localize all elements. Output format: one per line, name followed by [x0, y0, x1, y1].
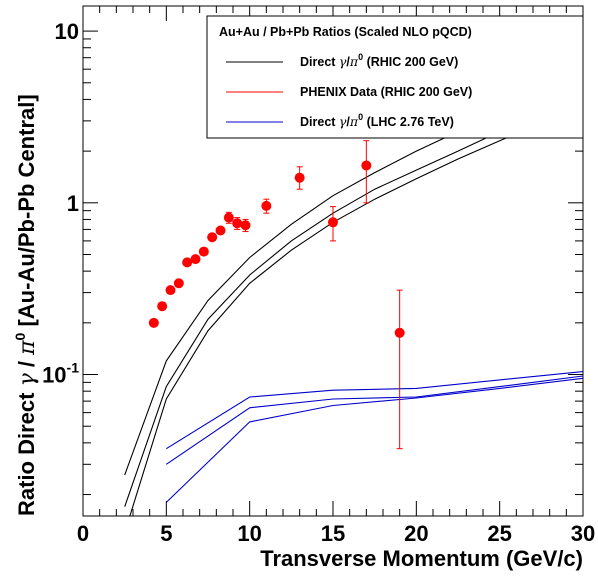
data-point [148, 317, 159, 328]
x-tick-label: 25 [487, 521, 511, 546]
data-point [240, 220, 251, 231]
y-tick-label: 10 [55, 19, 79, 44]
legend-label-phenix: PHENIX Data (RHIC 200 GeV) [300, 85, 472, 99]
legend: Au+Au / Pb+Pb Ratios (Scaled NLO pQCD) D… [206, 15, 584, 139]
series-line-4 [166, 371, 583, 450]
x-tick-label: 0 [77, 521, 89, 546]
legend-label-rhic: Direct γ/π0 (RHIC 200 GeV) [300, 52, 458, 69]
axis-ticks: 0 5 10 15 20 25 30 10-1 1 10 [42, 6, 595, 546]
data-point [198, 246, 209, 257]
y-tick-label: 1 [67, 191, 79, 216]
legend-box [206, 15, 584, 139]
series-line-5 [165, 375, 583, 465]
y-tick-label: 10-1 [42, 360, 79, 388]
data-point [232, 218, 243, 229]
data-point [173, 278, 184, 289]
series-line-6 [165, 377, 583, 503]
y-axis-title: Ratio Direct γ / π0 [Au-Au/Pb-Pb Central… [12, 94, 40, 516]
data-point [215, 225, 226, 236]
data-point [328, 217, 338, 228]
series-line-1 [124, 79, 583, 476]
x-tick-label: 10 [237, 521, 261, 546]
x-tick-label: 20 [404, 521, 428, 546]
data-point [165, 285, 176, 296]
data-point [207, 232, 218, 243]
points-layer [148, 140, 405, 450]
series-line-3 [129, 106, 583, 516]
data-point [182, 257, 193, 268]
data-point [157, 301, 168, 312]
data-point [394, 327, 405, 338]
x-tick-label: 5 [160, 521, 172, 546]
data-point [223, 212, 234, 223]
x-tick-label: 15 [321, 521, 345, 546]
legend-title: Au+Au / Pb+Pb Ratios (Scaled NLO pQCD) [219, 25, 472, 39]
x-tick-label: 30 [571, 521, 595, 546]
data-point [361, 160, 372, 171]
legend-label-lhc: Direct γ/π0 (LHC 2.76 TeV) [300, 112, 454, 129]
x-axis-title: Transverse Momentum (GeV/c) [260, 546, 583, 571]
series-layer [124, 79, 583, 516]
data-point [294, 172, 305, 183]
data-point [261, 200, 272, 211]
data-point [190, 254, 201, 265]
